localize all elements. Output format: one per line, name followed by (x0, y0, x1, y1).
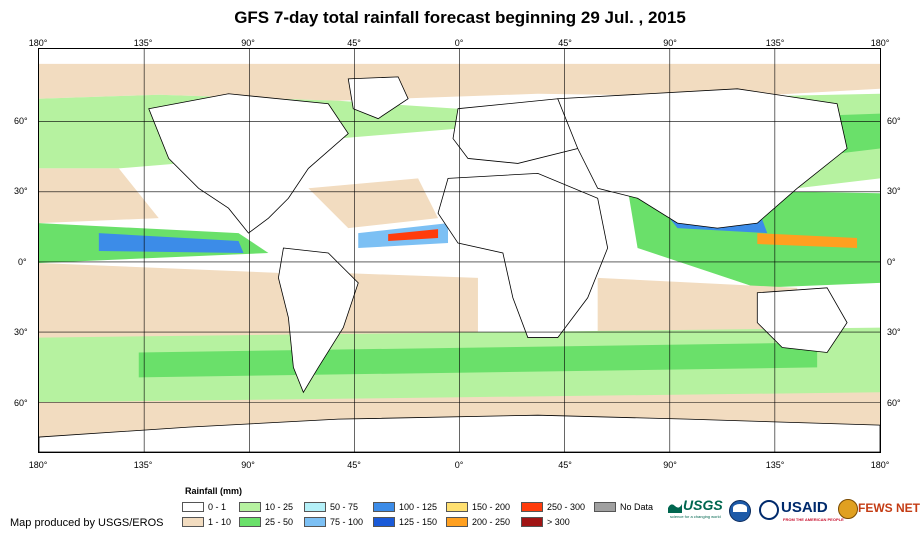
legend-item: 150 - 200 (446, 502, 510, 512)
legend-label: No Data (620, 502, 654, 512)
usaid-seal-icon (759, 500, 779, 520)
graticule (39, 49, 880, 452)
legend-label: 50 - 75 (330, 502, 359, 512)
legend-item: 75 - 100 (304, 517, 363, 527)
lon-label: 180° (28, 38, 48, 48)
legend-label: 250 - 300 (547, 502, 586, 512)
land-south-america (278, 247, 359, 394)
lon-label: 135° (765, 38, 785, 48)
legend-label: 200 - 250 (472, 517, 511, 527)
dry-zone-pacific-north (39, 168, 159, 224)
noaa-logo (729, 500, 751, 522)
legend-label: 100 - 125 (399, 502, 438, 512)
land-africa (437, 172, 609, 338)
lat-label: 60° (14, 398, 28, 408)
legend-item: 125 - 150 (373, 517, 437, 527)
legend-item: 250 - 300 (521, 502, 585, 512)
rain-band-west-pacific-core (757, 233, 858, 249)
fewsnet-logo: FEWS NET (838, 499, 920, 525)
lon-label: 0° (454, 38, 464, 48)
rain-band-itcz-atlantic-core (388, 229, 439, 242)
legend-item: 10 - 25 (239, 502, 293, 512)
usgs-logo: USGS science for a changing world (668, 497, 726, 527)
lon-label: 90° (663, 460, 677, 470)
rain-band-itcz-pacific-core (98, 233, 244, 253)
legend-label: 125 - 150 (399, 517, 438, 527)
lon-label: 45° (558, 460, 572, 470)
legend-swatch (182, 517, 204, 527)
legend-label: 0 - 1 (208, 502, 227, 512)
lat-label: 30° (887, 186, 901, 196)
legend-item: 100 - 125 (373, 502, 437, 512)
legend-label: 150 - 200 (472, 502, 511, 512)
rainfall-map (38, 48, 881, 453)
lon-label: 45° (347, 38, 361, 48)
legend-label: 10 - 25 (265, 502, 294, 512)
legend-swatch (182, 502, 204, 512)
lat-label: 30° (887, 327, 901, 337)
land-australia (756, 287, 848, 353)
land-greenland (347, 76, 409, 120)
legend-label: 1 - 10 (208, 517, 232, 527)
legend-item: 0 - 1 (182, 502, 226, 512)
lon-label: 135° (133, 38, 153, 48)
dry-zone-south-pacific (39, 262, 299, 358)
legend-swatch (446, 502, 468, 512)
legend-item: 25 - 50 (239, 517, 293, 527)
lat-label: 30° (14, 327, 28, 337)
legend-title: Rainfall (mm) (185, 486, 243, 496)
lon-label: 0° (454, 460, 464, 470)
lon-label: 45° (558, 38, 572, 48)
lat-label: 60° (887, 116, 901, 126)
legend-item: 50 - 75 (304, 502, 358, 512)
usaid-logo: USAID FROM THE AMERICAN PEOPLE (759, 499, 844, 525)
legend-label: 25 - 50 (265, 517, 294, 527)
usaid-wordmark: USAID (781, 499, 828, 516)
lon-label: 180° (28, 460, 48, 470)
legend-swatch (373, 517, 395, 527)
lon-label: 90° (241, 38, 255, 48)
legend-item: 1 - 10 (182, 517, 231, 527)
legend-swatch (446, 517, 468, 527)
legend-label: > 300 (547, 517, 570, 527)
usaid-tagline: FROM THE AMERICAN PEOPLE (783, 517, 844, 522)
legend-swatch (239, 502, 261, 512)
lat-label: 60° (14, 116, 28, 126)
legend-swatch (304, 517, 326, 527)
legend-item: > 300 (521, 517, 570, 527)
lon-label: 90° (241, 460, 255, 470)
lon-label: 135° (133, 460, 153, 470)
legend-swatch (521, 502, 543, 512)
usgs-tagline: science for a changing world (670, 514, 721, 519)
legend-swatch (373, 502, 395, 512)
fewsnet-globe-icon (838, 499, 858, 519)
lat-label: 60° (887, 398, 901, 408)
legend-swatch (521, 517, 543, 527)
noaa-bird-icon (733, 504, 747, 512)
lat-label: 30° (14, 186, 28, 196)
legend-swatch (239, 517, 261, 527)
land-north-america (148, 93, 349, 234)
legend-item: 200 - 250 (446, 517, 510, 527)
lon-label: 90° (663, 38, 677, 48)
lon-label: 45° (347, 460, 361, 470)
lon-label: 180° (870, 38, 890, 48)
legend-swatch (594, 502, 616, 512)
fewsnet-wordmark: FEWS NET (858, 501, 920, 515)
legend-swatch (304, 502, 326, 512)
dry-zone-south-atlantic (338, 272, 478, 348)
lon-label: 180° (870, 460, 890, 470)
map-title: GFS 7-day total rainfall forecast beginn… (234, 8, 686, 27)
dry-zone-atlantic-north (308, 178, 439, 229)
map-credit: Map produced by USGS/EROS (10, 517, 164, 529)
lat-label: 0° (887, 257, 896, 267)
lon-label: 135° (765, 460, 785, 470)
legend-item: No Data (594, 502, 653, 512)
legend-label: 75 - 100 (330, 517, 364, 527)
lat-label: 0° (18, 257, 27, 267)
usgs-wordmark: USGS (683, 497, 723, 513)
usgs-wave-icon (668, 504, 682, 513)
